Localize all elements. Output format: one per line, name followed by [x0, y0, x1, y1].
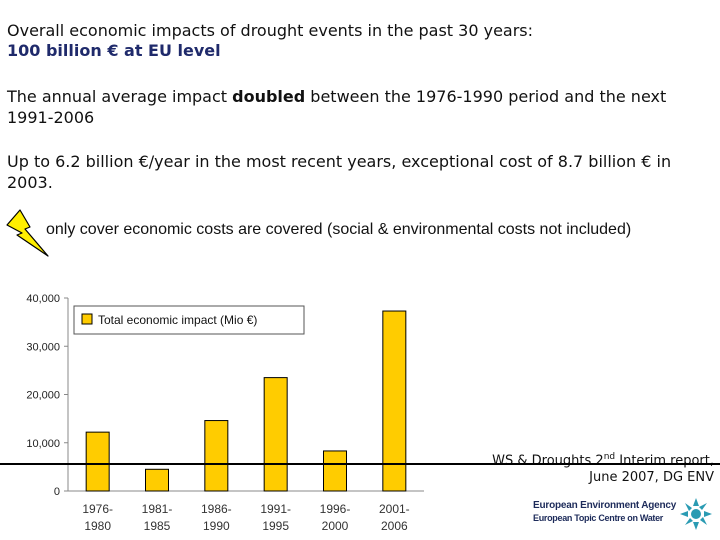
source-line2: June 2007, DG ENV	[589, 470, 714, 486]
x-tick-label-line: 1991-	[260, 502, 291, 516]
x-tick-label-line: 1986-	[201, 502, 232, 516]
x-tick-label: 2001- 2006	[379, 502, 410, 533]
eea-swirl-icon	[680, 498, 712, 530]
x-tick-label-line: 1980	[84, 519, 111, 533]
legend-label: Total economic impact (Mio €)	[98, 313, 257, 327]
para1-bold: doubled	[232, 87, 306, 106]
y-tick-label: 20,000	[26, 390, 60, 402]
x-tick-label: 1996- 2000	[320, 502, 351, 533]
y-tick-label: 40,000	[26, 293, 60, 305]
x-tick-label-line: 1990	[203, 519, 230, 533]
bar	[263, 377, 288, 492]
heading-line-2: 100 billion € at EU level	[7, 41, 221, 60]
bar	[145, 468, 169, 492]
bar	[382, 310, 407, 492]
y-tick-label: 0	[54, 486, 60, 498]
source-line1-sup: nd	[603, 452, 616, 462]
paragraph-doubled: The annual average impact doubled betwee…	[7, 86, 712, 128]
x-tick-label-line: 2006	[381, 519, 408, 533]
para1-before: The annual average impact	[7, 87, 233, 106]
x-tick-label: 1976- 1980	[82, 502, 113, 533]
eea-logo: European Environment Agency European Top…	[533, 496, 718, 532]
x-tick-label-line: 1995	[262, 519, 289, 533]
para1-after: between the 1976-1990 period and the nex…	[7, 87, 667, 127]
chart-legend: Total economic impact (Mio €)	[73, 305, 305, 335]
source-line1-a: WS & Droughts 2	[492, 453, 604, 469]
source-citation: WS & Droughts 2nd Interim report, June 2…	[430, 449, 714, 486]
x-tick-label-line: 1985	[144, 519, 171, 533]
footer-divider	[0, 463, 720, 465]
x-tick-label-line: 2000	[322, 519, 349, 533]
logo-line-1: European Environment Agency	[533, 500, 677, 511]
x-tick-label: 1981- 1985	[142, 502, 173, 533]
bar	[323, 450, 347, 492]
source-line1-b: Interim report,	[615, 453, 714, 469]
heading-line-1: Overall economic impacts of drought even…	[7, 21, 534, 40]
economic-impact-bar-chart: 0 10,000 20,000 30,000 40,000 1976- 1980 1981-…	[26, 293, 424, 533]
paragraph-recent-cost: Up to 6.2 billion €/year in the most rec…	[7, 152, 672, 192]
x-tick-label-line: 2001-	[379, 502, 410, 516]
logo-line-2: European Topic Centre on Water	[533, 513, 664, 523]
cost-coverage-note: only cover economic costs are covered (s…	[46, 221, 632, 238]
y-tick-label: 30,000	[26, 341, 60, 353]
x-tick-label-line: 1981-	[142, 502, 173, 516]
legend-box	[73, 305, 305, 335]
x-tick-label: 1986- 1990	[201, 502, 232, 533]
bar	[85, 431, 110, 492]
legend-swatch	[81, 313, 93, 325]
bar	[204, 420, 229, 492]
x-tick-label-line: 1976-	[82, 502, 113, 516]
lightning-icon	[6, 209, 49, 257]
x-tick-label: 1991- 1995	[260, 502, 291, 533]
y-tick-label: 10,000	[26, 438, 60, 450]
x-tick-label-line: 1996-	[320, 502, 351, 516]
